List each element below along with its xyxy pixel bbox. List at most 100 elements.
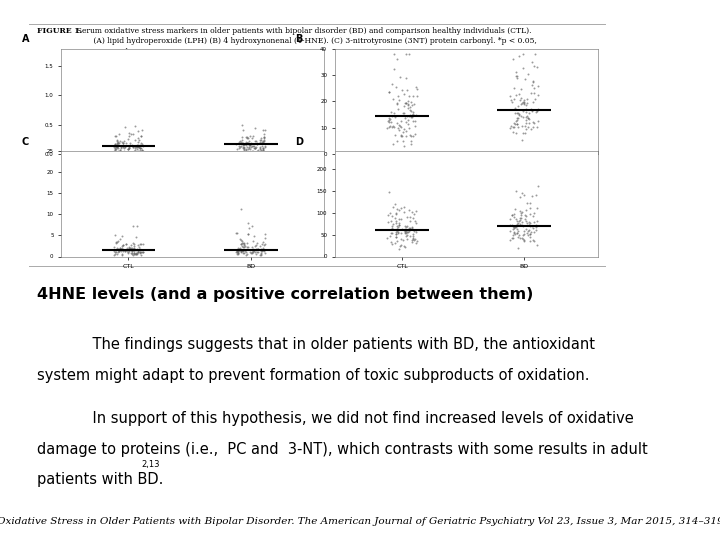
- Point: [394, 96, 405, 105]
- Point: [399, 225, 410, 233]
- Point: [235, 246, 246, 255]
- Point: [125, 244, 136, 253]
- Point: [114, 145, 126, 154]
- Point: [514, 207, 526, 216]
- Point: [239, 246, 251, 255]
- Point: [115, 143, 127, 151]
- Point: [137, 248, 148, 256]
- Point: [411, 85, 423, 93]
- Point: [510, 117, 521, 126]
- Point: [256, 249, 267, 258]
- Point: [251, 247, 263, 256]
- Point: [113, 138, 125, 147]
- Point: [409, 235, 420, 244]
- Point: [518, 96, 529, 104]
- Point: [392, 124, 404, 132]
- Point: [511, 228, 523, 237]
- Point: [132, 246, 143, 254]
- Point: [256, 239, 267, 248]
- Point: [517, 221, 528, 230]
- Point: [232, 244, 243, 253]
- Point: [530, 221, 541, 230]
- Point: [132, 127, 144, 136]
- Point: [248, 246, 260, 255]
- Point: [256, 247, 267, 255]
- Point: [521, 111, 533, 120]
- Point: [257, 245, 269, 254]
- Point: [513, 51, 525, 60]
- Point: [130, 143, 142, 151]
- Point: [235, 247, 247, 255]
- Point: [523, 118, 535, 127]
- Point: [513, 231, 525, 240]
- Point: [400, 228, 411, 237]
- Point: [235, 142, 247, 151]
- Point: [392, 229, 404, 238]
- Point: [233, 144, 245, 152]
- Point: [516, 94, 527, 103]
- Point: [256, 146, 267, 155]
- Point: [387, 140, 399, 149]
- Point: [135, 240, 147, 248]
- Point: [123, 143, 135, 152]
- Point: [233, 250, 244, 259]
- Point: [505, 92, 516, 100]
- Point: [251, 249, 262, 258]
- Point: [252, 245, 264, 253]
- Point: [383, 123, 395, 131]
- Point: [256, 249, 267, 258]
- Point: [400, 227, 411, 235]
- Point: [248, 245, 260, 254]
- Point: [258, 145, 269, 154]
- Point: [236, 241, 248, 250]
- Point: [531, 106, 543, 115]
- Point: [508, 224, 519, 232]
- Point: [528, 117, 539, 126]
- Point: [230, 247, 242, 256]
- Point: [406, 238, 418, 246]
- Point: [392, 205, 403, 213]
- Point: [236, 136, 248, 144]
- Point: [109, 249, 121, 258]
- Point: [510, 72, 522, 80]
- Point: [237, 246, 248, 255]
- Point: [243, 143, 255, 152]
- Point: [258, 145, 269, 154]
- Point: [243, 219, 254, 227]
- Point: [240, 133, 252, 142]
- Point: [513, 110, 525, 119]
- Point: [395, 214, 406, 223]
- Point: [131, 142, 143, 151]
- Point: [402, 227, 414, 236]
- Point: [238, 139, 249, 148]
- Point: [258, 125, 269, 134]
- Point: [515, 213, 526, 222]
- Point: [112, 247, 123, 256]
- Point: [249, 137, 261, 145]
- Point: [230, 139, 242, 148]
- Point: [513, 244, 524, 252]
- Point: [136, 125, 148, 134]
- Point: [516, 211, 527, 219]
- Point: [241, 250, 253, 259]
- Point: [112, 244, 123, 253]
- Point: [402, 213, 413, 222]
- Point: [240, 141, 252, 150]
- Point: [243, 143, 255, 152]
- Point: [510, 222, 522, 231]
- Point: [125, 246, 137, 254]
- Point: [244, 140, 256, 149]
- Point: [400, 98, 412, 107]
- Point: [108, 146, 120, 155]
- Point: [129, 245, 140, 253]
- Point: [508, 123, 520, 132]
- Point: [390, 131, 401, 139]
- Point: [241, 242, 253, 251]
- Point: [259, 230, 271, 238]
- Point: [403, 227, 415, 236]
- Point: [518, 237, 530, 246]
- Point: [243, 223, 254, 232]
- Point: [138, 147, 149, 156]
- Point: [127, 251, 139, 259]
- Point: [259, 141, 271, 150]
